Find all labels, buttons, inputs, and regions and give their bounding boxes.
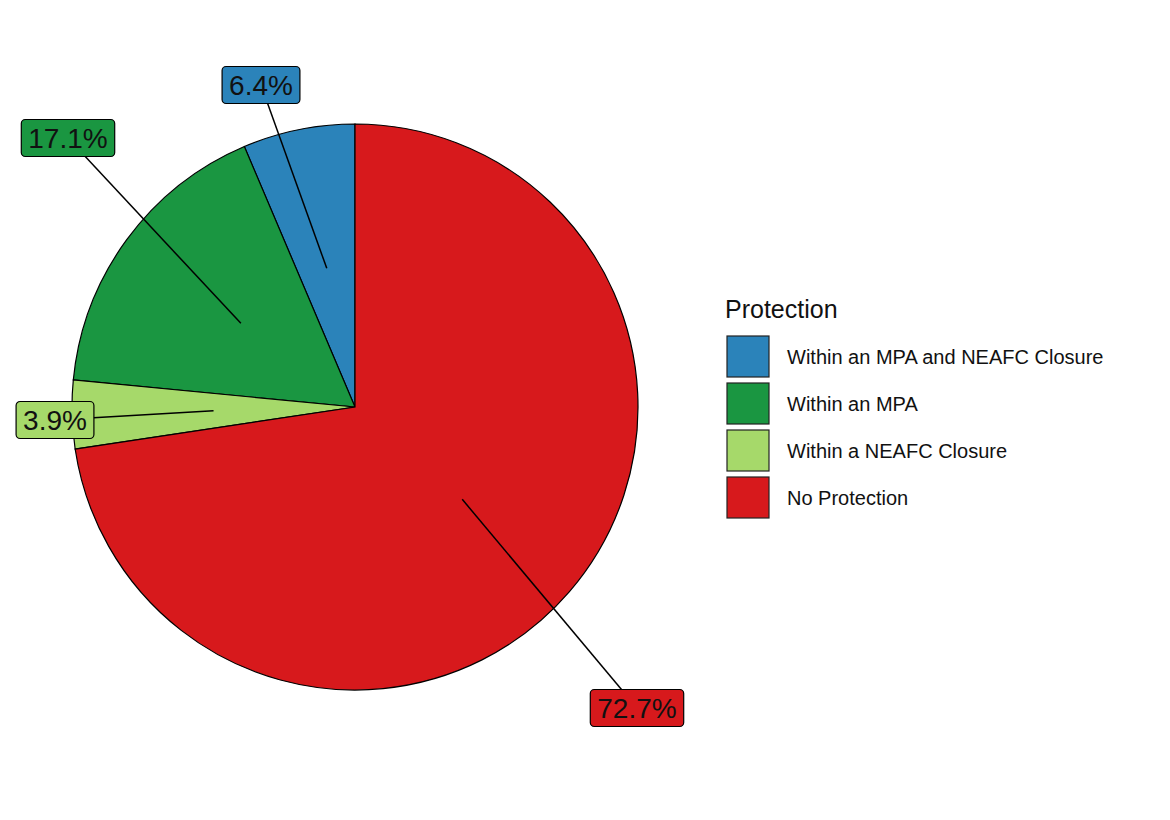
legend-key: [727, 336, 769, 377]
data-label: 3.9%: [23, 405, 87, 436]
label-box: [21, 120, 114, 157]
pie-slice: [73, 147, 355, 407]
legend-label: Within an MPA: [787, 393, 918, 415]
data-label: 72.7%: [597, 693, 676, 724]
label-box: [222, 67, 300, 104]
data-label: 17.1%: [28, 123, 107, 154]
legend-title: Protection: [725, 295, 838, 323]
label-box: [590, 690, 683, 727]
legend-label: Within a NEAFC Closure: [787, 440, 1007, 462]
legend: Protection Within an MPA and NEAFC Closur…: [725, 295, 1103, 518]
data-label: 6.4%: [229, 70, 293, 101]
legend-key: [727, 430, 769, 471]
legend-label: No Protection: [787, 487, 908, 509]
legend-key: [727, 477, 769, 518]
leader-line: [261, 85, 327, 268]
legend-label: Within an MPA and NEAFC Closure: [787, 346, 1103, 368]
leader-line: [68, 138, 241, 323]
pie: 6.4% 17.1% 3.9% 72.7%: [16, 67, 684, 727]
leader-line: [462, 499, 637, 708]
data-labels: 6.4% 17.1% 3.9% 72.7%: [16, 67, 684, 727]
chart-svg: 6.4% 17.1% 3.9% 72.7% Protection Within an MP…: [0, 0, 1170, 820]
legend-key: [727, 383, 769, 424]
pie-slice: [75, 124, 638, 690]
label-box: [16, 402, 94, 439]
